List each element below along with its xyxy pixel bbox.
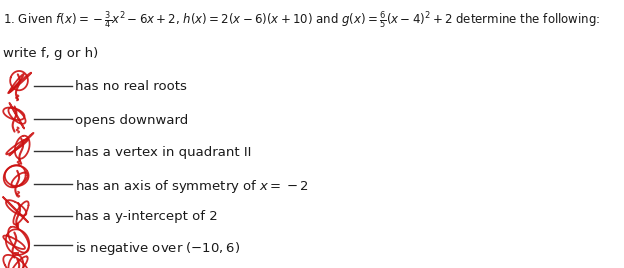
Text: has an axis of symmetry of $x = -2$: has an axis of symmetry of $x = -2$ [75, 178, 309, 195]
Text: is negative over $(-10, 6)$: is negative over $(-10, 6)$ [75, 240, 240, 257]
Text: opens downward: opens downward [75, 114, 188, 127]
Text: has no real roots: has no real roots [75, 80, 187, 94]
Text: write f, g or h): write f, g or h) [3, 47, 99, 60]
Text: 1. Given $f(x) = -\frac{3}{4}x^2 - 6x + 2$, $h(x) = 2(x - 6)(x + 10)$ and $g(x) : 1. Given $f(x) = -\frac{3}{4}x^2 - 6x + … [3, 9, 600, 31]
Text: has a vertex in quadrant II: has a vertex in quadrant II [75, 146, 251, 159]
Text: has a y-intercept of 2: has a y-intercept of 2 [75, 210, 218, 224]
